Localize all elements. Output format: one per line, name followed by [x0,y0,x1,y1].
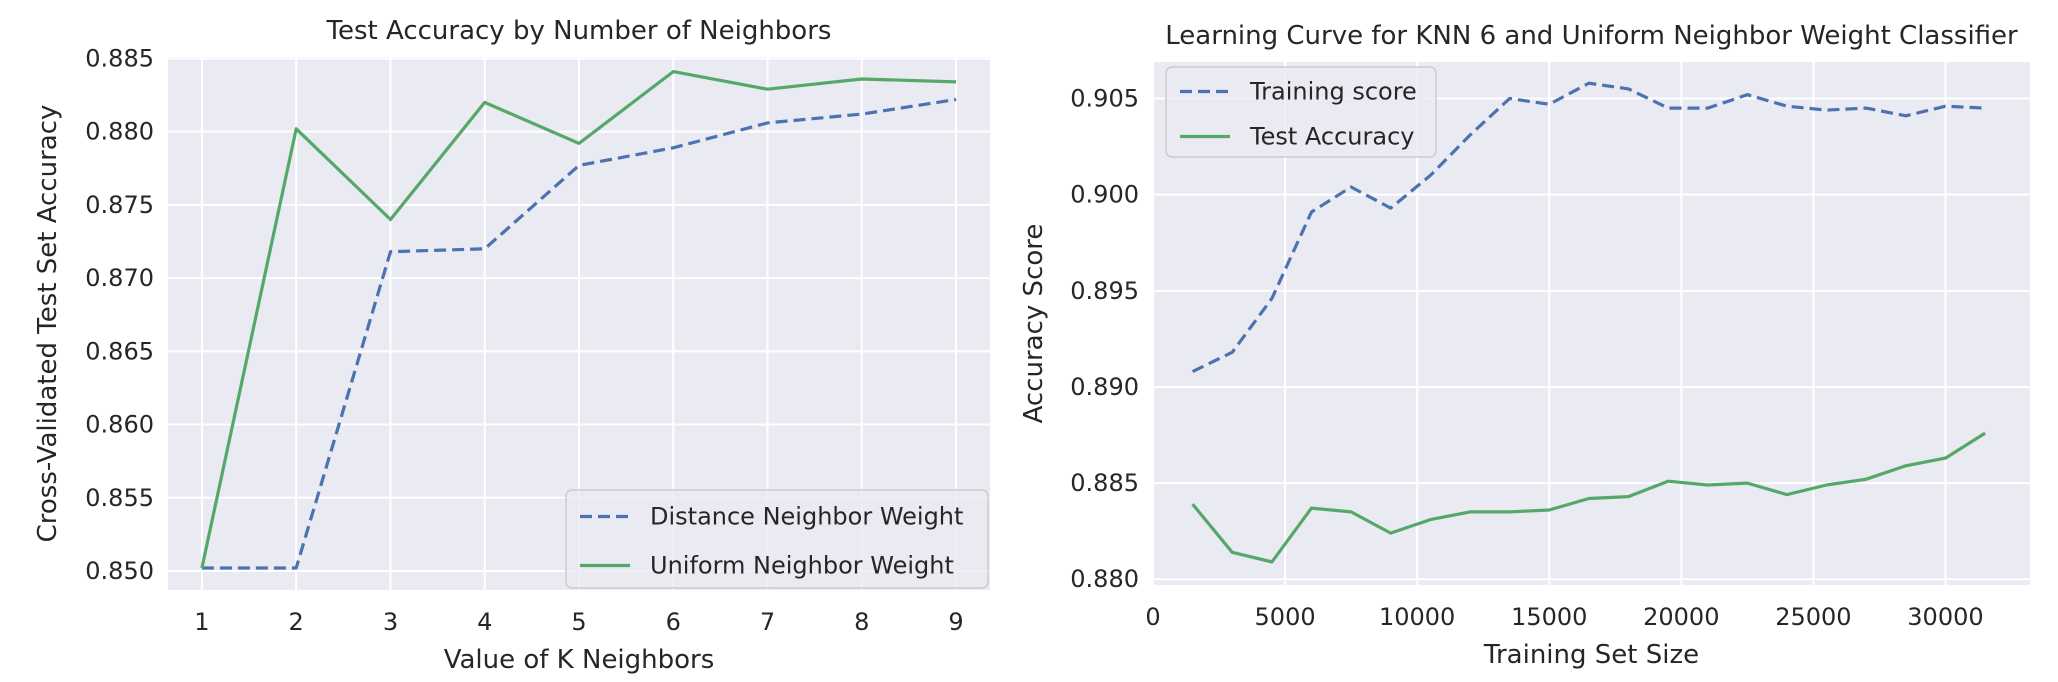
series-line-solid [200,69,957,569]
chart-learning-curve: 0 5000 10000 15000 20000 25000 30000 0.880 0.885… [1019,21,2030,670]
x-tick-label: 3 [383,608,398,636]
y-tick-label: 0.870 [85,264,154,292]
x-tick-label: 5 [571,608,586,636]
y-axis-label: Cross-Validated Test Set Accuracy [33,105,63,543]
x-tick-label: 10000 [1379,603,1455,631]
x-tick-label: 1 [194,608,209,636]
x-tick-label: 0 [1145,603,1160,631]
y-axis-label: Accuracy Score [1019,224,1049,424]
chart-title: Learning Curve for KNN 6 and Uniform Nei… [1165,21,2018,51]
x-tick-label: 2 [289,608,304,636]
x-tick-label: 6 [666,608,681,636]
x-tick-label: 5000 [1255,603,1316,631]
x-axis-label: Value of K Neighbors [444,645,715,675]
y-tick-label: 0.885 [85,44,154,72]
y-tick-label: 0.865 [85,337,154,365]
y-tick-label: 0.875 [85,191,154,219]
y-tick-label: 0.860 [85,411,154,439]
series-lines [200,69,957,570]
series-line-dashed [1191,81,1986,374]
y-tick-label: 0.880 [85,118,154,146]
y-tick-label: 0.890 [1070,373,1139,401]
tick-labels: 1 2 3 4 5 6 7 8 9 0.850 0.855 0.860 0.865 0.870 0.875 0… [85,44,963,636]
legend: Distance Neighbor Weight Uniform Neighbo… [565,489,989,589]
tick-labels: 0 5000 10000 15000 20000 25000 30000 0.880 0.885… [1070,85,1983,631]
series-lines [1191,81,1986,564]
x-tick-label: 15000 [1511,603,1587,631]
y-tick-label: 0.880 [1070,565,1139,593]
legend-label-training: Training score [1249,78,1417,106]
y-tick-label: 0.900 [1070,181,1139,209]
y-tick-label: 0.905 [1070,85,1139,113]
x-tick-label: 30000 [1907,603,1983,631]
y-tick-label: 0.850 [85,557,154,585]
legend-label-test: Test Accuracy [1249,123,1414,151]
chart-knn-accuracy: 1 2 3 4 5 6 7 8 9 0.850 0.855 0.860 0.865 0.870 0.875 0… [33,16,990,675]
legend: Training score Test Accuracy [1165,66,1437,158]
series-line-dashed [201,97,957,570]
y-tick-label: 0.855 [85,484,154,512]
gridlines [1152,62,2030,585]
x-tick-label: 4 [477,608,492,636]
chart-title: Test Accuracy by Number of Neighbors [326,16,832,46]
y-tick-label: 0.885 [1070,469,1139,497]
x-tick-label: 25000 [1775,603,1851,631]
series-line-solid [1191,431,1986,564]
x-tick-label: 20000 [1643,603,1719,631]
x-tick-label: 9 [948,608,963,636]
y-tick-label: 0.895 [1070,277,1139,305]
x-tick-label: 7 [760,608,775,636]
legend-box [1165,66,1437,158]
legend-label-distance: Distance Neighbor Weight [650,503,963,531]
legend-box [565,489,989,589]
legend-label-uniform: Uniform Neighbor Weight [650,552,954,580]
x-tick-label: 8 [854,608,869,636]
x-axis-label: Training Set Size [1483,640,1699,670]
